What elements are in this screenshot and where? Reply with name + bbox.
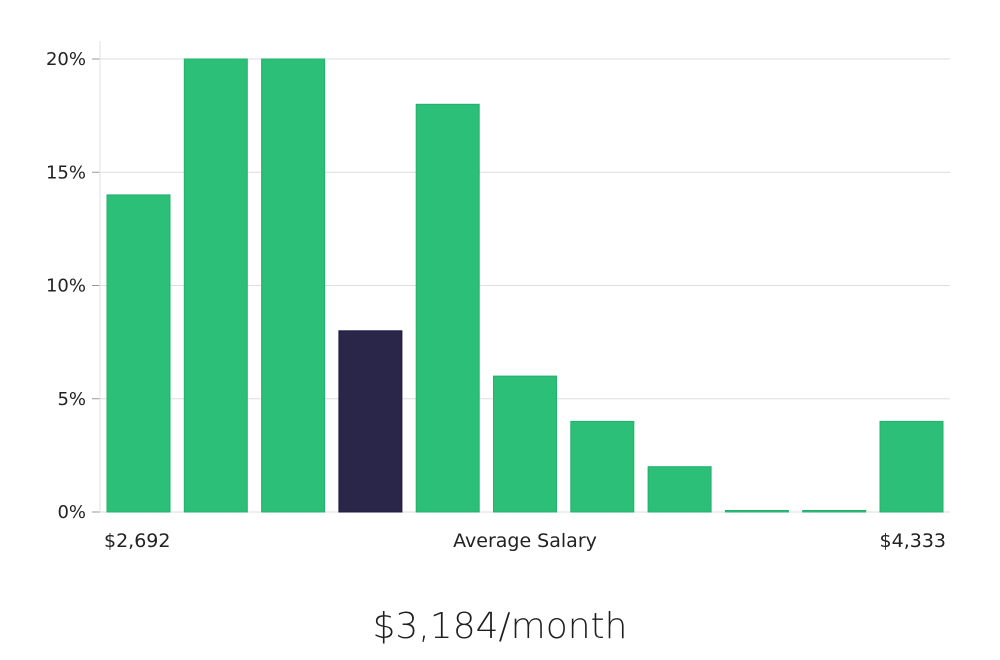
bar bbox=[493, 375, 557, 513]
y-tick-label: 10% bbox=[46, 276, 86, 297]
y-tick-label: 20% bbox=[46, 49, 86, 70]
bar bbox=[570, 420, 635, 513]
x-min-label: $2,692 bbox=[104, 530, 170, 552]
y-tick-label: 0% bbox=[57, 502, 86, 523]
y-tick-label: 15% bbox=[46, 162, 86, 183]
average-salary-headline: $3,184/month bbox=[372, 606, 628, 647]
salary-histogram: 0% 5% 10% 15% 20% $2,692 Average Salary $4,3… bbox=[46, 41, 950, 552]
bar bbox=[183, 58, 248, 513]
bar bbox=[647, 466, 712, 513]
bar bbox=[261, 58, 326, 513]
bar bbox=[415, 103, 480, 513]
y-tick-label: 5% bbox=[57, 389, 86, 410]
y-axis-ticks: 0% 5% 10% 15% 20% bbox=[46, 49, 100, 523]
bar-highlighted bbox=[338, 330, 403, 513]
bar bbox=[802, 510, 867, 513]
histogram-svg: 0% 5% 10% 15% 20% $2,692 Average Salary $4,3… bbox=[46, 41, 950, 552]
bar bbox=[106, 194, 171, 513]
bars bbox=[106, 58, 944, 513]
bar bbox=[879, 420, 944, 513]
x-max-label: $4,333 bbox=[880, 530, 946, 552]
x-axis-label: Average Salary bbox=[453, 530, 597, 552]
bar bbox=[724, 510, 789, 513]
